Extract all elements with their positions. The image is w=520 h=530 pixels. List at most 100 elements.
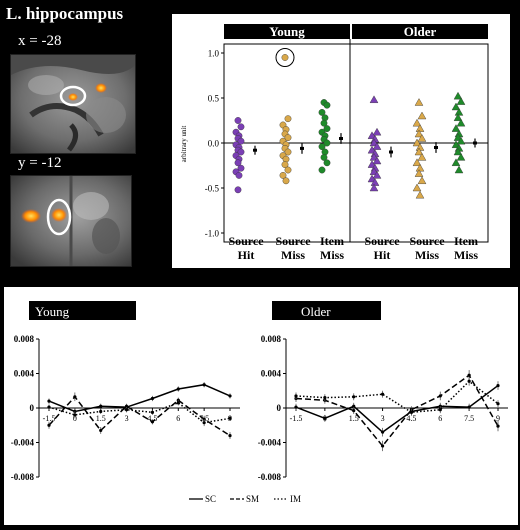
x-category-label: Miss	[454, 248, 478, 262]
x-tick-label: 1.5	[96, 414, 106, 423]
y-tick-label: 1.0	[208, 49, 220, 59]
data-point	[47, 399, 51, 403]
data-point	[323, 125, 331, 133]
series-young-item-miss	[318, 99, 343, 174]
figure-title: L. hippocampus	[6, 4, 124, 23]
series-young-source-hit	[232, 117, 257, 194]
outlier-highlight-circle	[275, 48, 295, 67]
data-point	[453, 147, 463, 156]
data-point	[284, 115, 292, 123]
legend-label-im: IM	[290, 494, 301, 504]
x-category-label: Source	[364, 234, 400, 248]
data-point	[380, 430, 385, 434]
data-point	[228, 434, 232, 438]
data-point	[202, 383, 206, 387]
data-point	[228, 416, 232, 420]
y-tick-label: -1.0	[205, 229, 220, 239]
x-category-label: Hit	[374, 248, 391, 262]
data-point	[320, 119, 328, 127]
data-point	[284, 148, 292, 156]
mean-marker	[434, 146, 438, 149]
group-header-older: Older	[404, 24, 437, 39]
data-point	[237, 137, 245, 145]
data-point	[372, 142, 382, 150]
mean-marker	[389, 150, 393, 154]
y-tick-label: -0.008	[11, 472, 35, 482]
data-point	[412, 118, 422, 127]
data-point	[417, 134, 427, 142]
data-point	[237, 148, 245, 156]
legend-label-sm: SM	[246, 494, 259, 504]
x-tick-label: 6	[438, 414, 442, 423]
series-line	[48, 401, 231, 424]
x-category-label: Item	[454, 234, 478, 248]
data-point	[323, 101, 331, 109]
data-point	[369, 183, 379, 192]
series-older-source-miss	[412, 98, 438, 199]
sagittal-brain-image	[10, 54, 136, 154]
older-series-im	[294, 376, 500, 416]
x-tick-label: -1.5	[43, 414, 56, 423]
group-header-young-bg	[224, 24, 350, 39]
data-point	[456, 118, 466, 127]
mean-marker	[473, 141, 477, 145]
data-point	[352, 404, 356, 408]
x-tick-label: 1.5	[349, 414, 359, 423]
young-series-im	[47, 400, 232, 427]
data-point	[323, 416, 327, 420]
scatter-chart: Young Older arbitrary unit -1.0 -0.5 0.0 0.…	[180, 24, 489, 262]
data-point	[417, 176, 427, 185]
data-point	[234, 159, 242, 167]
y-axis-label: arbitrary unit	[180, 126, 188, 163]
data-point	[237, 164, 245, 172]
y-tick-label: -0.004	[11, 438, 35, 448]
data-point	[99, 428, 103, 433]
x-category-label: Miss	[415, 248, 439, 262]
data-point	[414, 129, 424, 138]
activation-blob-coronal	[51, 208, 67, 222]
series-line	[295, 374, 499, 448]
data-point	[467, 373, 471, 377]
x-tick-label: 6	[176, 414, 180, 423]
data-point	[453, 113, 463, 122]
group-header-young: Young	[269, 24, 305, 39]
y-tick-label: -0.004	[258, 438, 282, 448]
data-point	[372, 156, 382, 165]
roi-circle-sagittal	[59, 85, 87, 107]
young-title-bg	[29, 301, 136, 320]
data-point	[47, 423, 51, 427]
timecourse-panel: Young Older -0.008 -0.004 0 0.004 0.008 -1.5 0…	[3, 286, 519, 526]
data-point	[281, 161, 289, 169]
x-tick-label: 4.5	[406, 414, 416, 423]
data-point	[234, 186, 242, 194]
data-point	[417, 111, 427, 120]
x-category-label: Hit	[238, 248, 255, 262]
data-point	[438, 394, 442, 398]
data-point	[323, 396, 327, 400]
data-point	[417, 152, 427, 161]
data-point	[281, 54, 289, 61]
data-point	[456, 136, 466, 145]
data-point	[318, 166, 326, 174]
data-point	[228, 394, 232, 398]
older-series-sc	[294, 381, 500, 437]
data-point	[412, 183, 422, 192]
x-tick-label: 9	[496, 414, 500, 423]
data-point	[47, 405, 51, 409]
data-point	[415, 190, 425, 199]
data-point	[282, 177, 290, 185]
data-point	[372, 127, 382, 136]
y-tick-label: 0.008	[261, 334, 282, 344]
data-point	[279, 171, 287, 179]
x-tick-label: 0	[73, 414, 77, 423]
data-point	[202, 421, 206, 425]
young-series-sm	[47, 392, 232, 440]
data-point	[150, 420, 155, 424]
group-header-older-bg	[352, 24, 488, 39]
data-point	[99, 409, 103, 414]
series-line	[48, 383, 231, 413]
timecourse-charts: Young Older -0.008 -0.004 0 0.004 0.008 -1.5 0…	[11, 301, 508, 504]
data-point	[150, 410, 155, 414]
data-point	[438, 408, 442, 412]
